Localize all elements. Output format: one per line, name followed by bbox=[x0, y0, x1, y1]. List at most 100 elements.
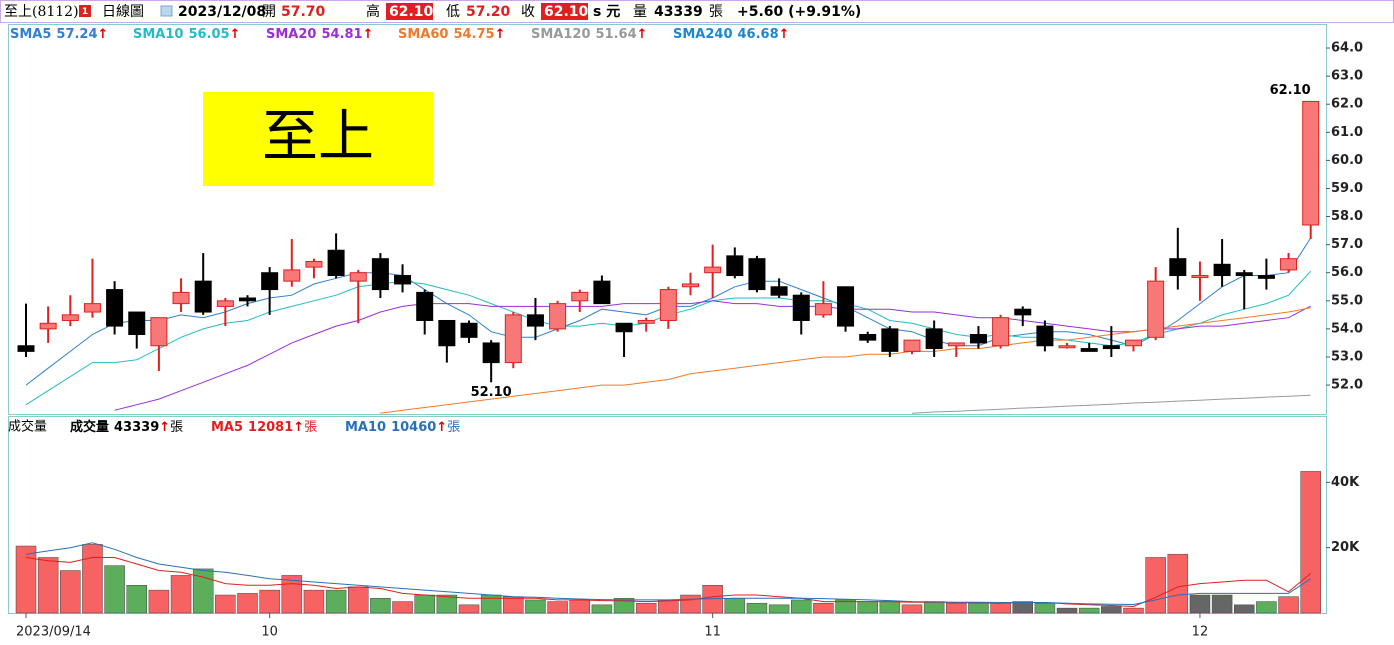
volume-bar bbox=[635, 602, 657, 614]
candle-body bbox=[106, 289, 124, 327]
volume-bar bbox=[1278, 596, 1299, 614]
candle-body bbox=[571, 291, 589, 302]
y-tick-label: 59.0 bbox=[1331, 181, 1363, 196]
candle-body bbox=[194, 280, 212, 313]
volume-bar bbox=[569, 599, 590, 614]
candle-body bbox=[460, 322, 478, 338]
low-label: 低 bbox=[446, 4, 460, 20]
volume-bar bbox=[1211, 594, 1233, 614]
volume-bar bbox=[946, 602, 967, 614]
y-tick-label: 52.0 bbox=[1331, 378, 1363, 393]
y-tick-label: 64.0 bbox=[1331, 41, 1363, 56]
volume-bar bbox=[1123, 607, 1144, 614]
y-tick-label: 63.0 bbox=[1331, 69, 1363, 84]
volume-bar bbox=[1034, 602, 1056, 614]
volume-bar bbox=[1167, 553, 1189, 614]
high-bg bbox=[386, 3, 433, 20]
volume-bar bbox=[613, 598, 635, 614]
legend-entry: SMA20 54.81↑ bbox=[266, 27, 373, 42]
legend-name: SMA10 bbox=[133, 27, 183, 42]
volume-bar bbox=[82, 544, 103, 614]
candle-body bbox=[903, 339, 921, 352]
volume-panel bbox=[8, 416, 1327, 614]
volume-bar bbox=[791, 599, 812, 614]
candle-body bbox=[1125, 339, 1142, 347]
badge: 1 bbox=[82, 7, 88, 17]
candle-body bbox=[1169, 258, 1187, 277]
candle-body bbox=[17, 345, 35, 352]
y-tick-label: 54.0 bbox=[1331, 321, 1363, 336]
y-tick-label: 40K bbox=[1331, 475, 1360, 490]
volume-bar bbox=[303, 589, 325, 614]
change: +5.60 (+9.91%) bbox=[737, 4, 861, 20]
x-tick-label: 2023/09/14 bbox=[16, 625, 91, 640]
badge-bg bbox=[79, 5, 91, 17]
volume-bar bbox=[901, 604, 923, 614]
candle-body bbox=[726, 255, 744, 277]
volume-bar bbox=[680, 594, 701, 614]
legend-value: 10460 bbox=[391, 420, 436, 435]
candle-body bbox=[682, 283, 699, 288]
high-label: 高 bbox=[366, 3, 380, 20]
volume-bar bbox=[1145, 557, 1166, 614]
legend-unit: 張 bbox=[447, 420, 460, 435]
volume-bar bbox=[547, 601, 568, 614]
candle-body bbox=[1280, 258, 1298, 271]
candle-body bbox=[216, 300, 234, 307]
candle-body bbox=[526, 314, 544, 327]
candle-body bbox=[283, 269, 301, 282]
y-tick-label: 62.0 bbox=[1331, 97, 1363, 112]
price-panel bbox=[8, 24, 1327, 415]
volume-bar bbox=[281, 575, 303, 614]
panel-title: 成交量 bbox=[8, 419, 47, 435]
legend-name: 成交量 bbox=[70, 419, 109, 435]
candle-body bbox=[39, 322, 57, 330]
legend-arrow: ↑ bbox=[495, 27, 506, 42]
open-label: 開 bbox=[262, 4, 276, 20]
candle-body bbox=[659, 289, 677, 321]
volume-bar bbox=[968, 602, 989, 614]
legend-value: 57.24 bbox=[56, 27, 97, 42]
candle-body bbox=[969, 334, 987, 344]
candle-body bbox=[837, 286, 855, 327]
volume-bar bbox=[325, 589, 347, 614]
annotation-box bbox=[203, 92, 433, 186]
legend-arrow: ↑ bbox=[98, 27, 109, 42]
y-tick-label: 61.0 bbox=[1331, 125, 1363, 140]
annotation: 至上 bbox=[262, 105, 374, 170]
candle-body bbox=[637, 319, 655, 324]
price-annotation: 62.10 bbox=[1270, 83, 1311, 98]
volume-bar bbox=[215, 594, 236, 614]
candle-body bbox=[704, 266, 722, 274]
volume-bar bbox=[1234, 604, 1255, 614]
unit: 張 bbox=[709, 4, 723, 20]
legend-unit: 張 bbox=[170, 420, 183, 435]
close: 62.10 bbox=[544, 4, 589, 20]
legend-entry: MA10 10460↑張 bbox=[345, 420, 460, 435]
legend-name: SMA240 bbox=[673, 27, 733, 42]
volume-ma-line bbox=[25, 542, 1311, 606]
candle-body bbox=[549, 303, 567, 330]
volume-bar bbox=[1056, 607, 1078, 614]
candle-body bbox=[881, 328, 899, 352]
candle-body bbox=[261, 272, 279, 291]
volume-bar bbox=[923, 601, 945, 614]
close-label: 收 bbox=[521, 4, 535, 20]
y-tick-label: 57.0 bbox=[1331, 237, 1363, 252]
candle-body bbox=[947, 342, 965, 347]
legend-name: MA10 bbox=[345, 420, 386, 435]
legend-entry: MA5 12081↑張 bbox=[211, 420, 317, 435]
volume-bar bbox=[1300, 471, 1321, 614]
close-bg bbox=[541, 3, 588, 20]
volume-bar bbox=[126, 584, 147, 614]
volume-bar bbox=[990, 602, 1011, 614]
volume-bar bbox=[658, 599, 679, 614]
volume-bar bbox=[15, 545, 37, 614]
candle-body bbox=[349, 272, 367, 282]
candle-body bbox=[327, 249, 345, 277]
volume: 43339 bbox=[654, 4, 703, 20]
volume-bar bbox=[104, 565, 125, 614]
candle-body bbox=[859, 334, 877, 341]
legend-value: 12081 bbox=[248, 420, 293, 435]
volume-bar bbox=[37, 557, 59, 614]
